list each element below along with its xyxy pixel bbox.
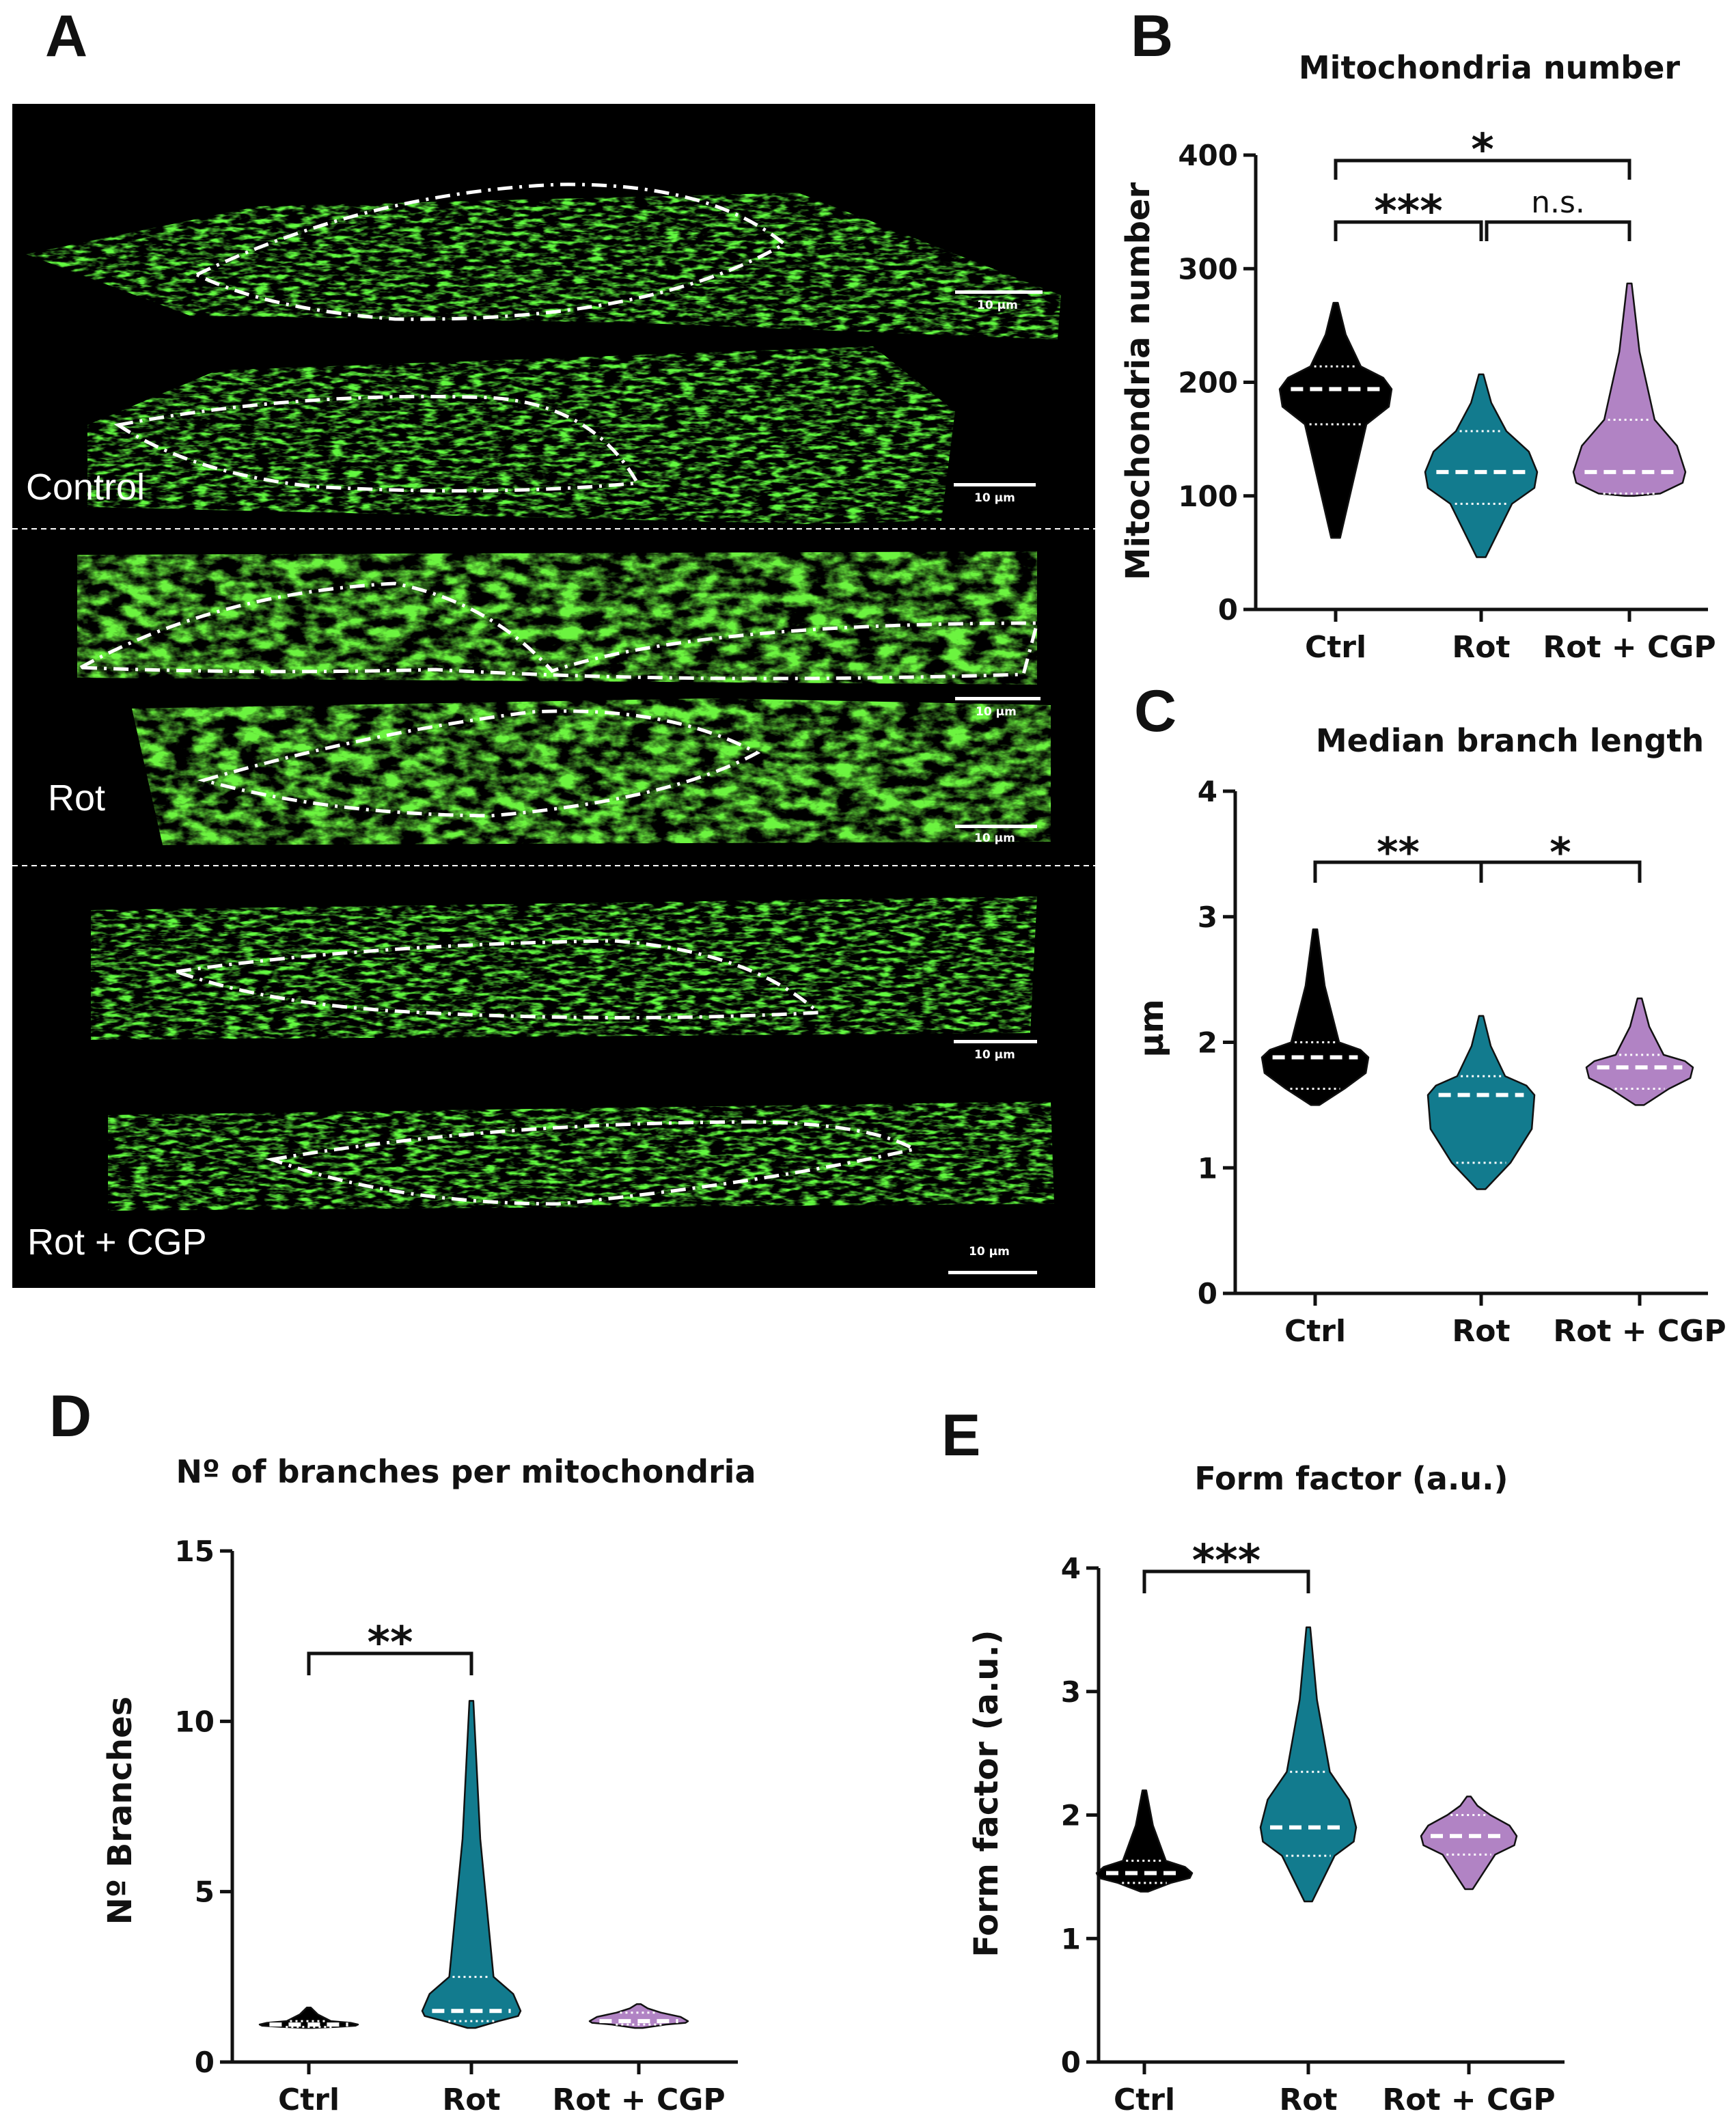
microscopy-panel: 10 µm 10 µm 10 µm 10 µm 10 µm 10 µm Cont… bbox=[12, 104, 1095, 1288]
x-tick-label: Ctrl bbox=[278, 2083, 340, 2116]
outline-rot-1 bbox=[74, 581, 1040, 681]
outline-control-1 bbox=[193, 182, 788, 321]
violin-rot bbox=[1259, 1626, 1358, 1903]
x-tick-label: Rot + CGP bbox=[1382, 2083, 1555, 2116]
x-tick-label: Rot bbox=[1279, 2083, 1337, 2116]
significance-bracket bbox=[1334, 220, 1483, 241]
cell-rot-2 bbox=[132, 698, 1051, 845]
y-tick-label: 100 bbox=[1178, 480, 1238, 513]
significance-label: ** bbox=[1377, 829, 1420, 877]
chart-e: Form factor (a.u.) Form factor (a.u.) 0 1 2 3… bbox=[967, 1460, 1565, 2116]
y-axis-label: Nº Branches bbox=[101, 1696, 139, 1925]
scale-label: 10 µm bbox=[974, 832, 1015, 845]
significance-bracket bbox=[307, 1651, 473, 1675]
y-tick-label: 3 bbox=[1061, 1675, 1081, 1709]
significance-bracket bbox=[1142, 1569, 1310, 1593]
y-tick-label: 10 bbox=[175, 1705, 215, 1738]
significance-bracket bbox=[1479, 860, 1642, 883]
violin-ctrl bbox=[1260, 928, 1370, 1106]
scale-label: 10 µm bbox=[977, 299, 1018, 312]
violin-rot bbox=[1424, 373, 1539, 558]
y-tick-label: 0 bbox=[1218, 593, 1238, 627]
scale-label: 10 µm bbox=[976, 705, 1017, 719]
cell-cgp-1 bbox=[91, 896, 1037, 1040]
x-tick-label: Rot + CGP bbox=[1543, 630, 1716, 665]
panel-letter-b: B bbox=[1131, 3, 1174, 69]
y-tick-label: 400 bbox=[1178, 139, 1238, 172]
row-label-rot-cgp: Rot + CGP bbox=[27, 1222, 207, 1263]
y-tick-label: 3 bbox=[1198, 901, 1217, 934]
outline-rot-2 bbox=[197, 709, 761, 818]
scale-label: 10 µm bbox=[969, 1245, 1010, 1259]
chart-c: Median branch length µm 0 1 2 3 4 Ctrl Rot Rot + … bbox=[1133, 722, 1726, 1349]
y-tick-label: 15 bbox=[175, 1535, 215, 1568]
violin-rot-cgp bbox=[1585, 997, 1694, 1106]
significance-label: ** bbox=[368, 1618, 413, 1668]
y-axis-label: Form factor (a.u.) bbox=[967, 1630, 1006, 1957]
y-tick-label: 0 bbox=[1061, 2046, 1081, 2079]
cell-cgp-2 bbox=[108, 1101, 1054, 1211]
chart-d: Nº of branches per mitochondria Nº Branch… bbox=[101, 1453, 756, 2116]
violin-ctrl bbox=[1095, 1789, 1194, 1893]
y-tick-label: 300 bbox=[1178, 252, 1238, 286]
panel-letter-e: E bbox=[941, 1403, 981, 1468]
y-tick-label: 5 bbox=[195, 1875, 215, 1909]
chart-title: Median branch length bbox=[1316, 722, 1704, 759]
x-tick-label: Rot bbox=[1452, 1314, 1510, 1349]
scale-bars bbox=[948, 290, 1043, 1274]
x-tick-label: Ctrl bbox=[1305, 630, 1366, 665]
scale-label: 10 µm bbox=[974, 1048, 1015, 1062]
y-tick-label: 2 bbox=[1198, 1026, 1217, 1060]
chart-b: Mitochondria number Mitochondria number 0 1… bbox=[1119, 49, 1716, 665]
y-tick-label: 0 bbox=[195, 2046, 215, 2079]
cell-control-1 bbox=[26, 193, 1061, 340]
chart-title: Mitochondria number bbox=[1299, 49, 1680, 86]
y-tick-label: 4 bbox=[1061, 1552, 1081, 1585]
y-axis-label: Mitochondria number bbox=[1119, 182, 1157, 580]
y-tick-label: 1 bbox=[1061, 1922, 1081, 1955]
significance-label: * bbox=[1471, 125, 1493, 176]
y-axis-label: µm bbox=[1133, 999, 1171, 1057]
y-tick-label: 0 bbox=[1198, 1277, 1217, 1310]
y-tick-label: 200 bbox=[1178, 366, 1238, 400]
violin-ctrl bbox=[1278, 301, 1393, 539]
x-tick-label: Rot bbox=[1452, 630, 1510, 665]
significance-label: * bbox=[1549, 829, 1571, 877]
row-label-rot: Rot bbox=[48, 778, 106, 819]
cell-control-2 bbox=[87, 346, 955, 524]
significance-label: *** bbox=[1192, 1536, 1260, 1586]
x-tick-label: Ctrl bbox=[1284, 1314, 1346, 1349]
panel-letter-a: A bbox=[45, 3, 88, 69]
significance-bracket bbox=[1485, 220, 1631, 241]
outline-cgp-2 bbox=[265, 1120, 919, 1206]
panel-letter-c: C bbox=[1134, 678, 1177, 744]
microscopy-image bbox=[12, 104, 1095, 1288]
scale-label: 10 µm bbox=[974, 491, 1015, 505]
x-tick-label: Rot + CGP bbox=[552, 2083, 725, 2116]
x-tick-label: Ctrl bbox=[1114, 2083, 1175, 2116]
violin-rot bbox=[421, 1700, 522, 2029]
chart-title: Nº of branches per mitochondria bbox=[176, 1453, 756, 1490]
y-tick-label: 4 bbox=[1198, 775, 1217, 808]
panel-letter-d: D bbox=[49, 1384, 92, 1449]
violin-rot-cgp bbox=[1572, 282, 1687, 497]
row-label-control: Control bbox=[26, 467, 146, 508]
outline-cgp-1 bbox=[176, 939, 823, 1019]
x-tick-label: Rot bbox=[442, 2083, 500, 2116]
chart-title: Form factor (a.u.) bbox=[1194, 1460, 1508, 1497]
y-tick-label: 1 bbox=[1198, 1151, 1217, 1185]
significance-label: *** bbox=[1374, 187, 1442, 237]
y-tick-label: 2 bbox=[1061, 1799, 1081, 1832]
significance-bracket bbox=[1334, 159, 1631, 180]
violin-rot-cgp bbox=[1420, 1796, 1518, 1891]
violin-rot bbox=[1427, 1015, 1536, 1190]
cell-rot-1 bbox=[77, 551, 1037, 685]
significance-label: n.s. bbox=[1531, 185, 1585, 220]
x-tick-label: Rot + CGP bbox=[1553, 1314, 1726, 1349]
